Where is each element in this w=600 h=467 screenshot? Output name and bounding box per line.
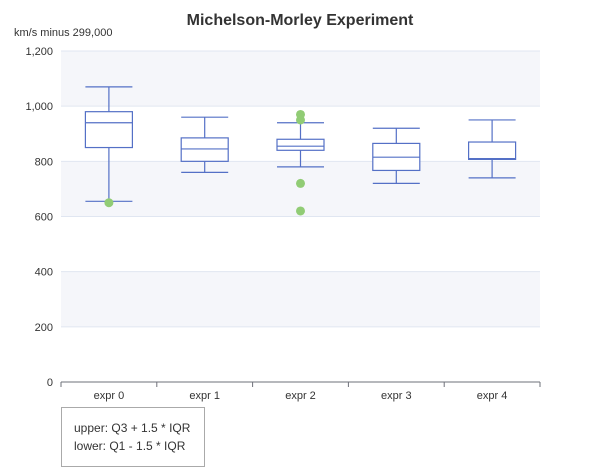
box-iqr: [84, 111, 134, 149]
box-expr-4: [468, 119, 517, 179]
box-expr-0: [84, 86, 134, 202]
y-tick-label: 800: [35, 156, 53, 168]
boxes: [84, 86, 517, 202]
x-tick-label: expr 1: [189, 390, 220, 402]
x-axis-tick-labels: expr 0 expr 1 expr 2 expr 3 expr 4: [94, 390, 508, 402]
box-expr-3: [372, 127, 421, 184]
outlier-point: [296, 206, 305, 216]
box-iqr: [180, 137, 229, 162]
box-iqr: [468, 141, 517, 161]
x-axis: [60, 381, 541, 387]
x-tick-label: expr 3: [381, 390, 412, 402]
background-band: [61, 271, 540, 327]
chart-title: Michelson-Morley Experiment: [187, 12, 414, 29]
outlier-point: [296, 115, 305, 125]
outliers: [104, 109, 305, 216]
legend-upper-text: upper: Q3 + 1.5 * IQR: [74, 421, 191, 435]
y-tick-label: 0: [47, 377, 53, 389]
outlier-point: [104, 198, 114, 208]
x-tick-label: expr 0: [94, 390, 125, 402]
x-tick-label: expr 4: [477, 390, 508, 402]
background-band: [61, 51, 540, 107]
legend-lower-text: lower: Q1 - 1.5 * IQR: [74, 439, 186, 453]
x-tick-label: expr 2: [285, 390, 316, 402]
chart: Michelson-Morley Experiment km/s minus 2…: [14, 12, 541, 402]
y-tick-label: 400: [35, 267, 53, 279]
y-tick-label: 1,200: [25, 46, 53, 58]
y-unit-label: km/s minus 299,000: [14, 27, 112, 39]
background-bands: [61, 51, 540, 327]
box-expr-1: [180, 116, 229, 173]
y-axis-tick-labels: 0 200 400 600 800 1,000 1,200: [25, 46, 53, 389]
y-tick-label: 200: [35, 322, 53, 334]
boxplot-chart: Michelson-Morley Experiment km/s minus 2…: [14, 12, 541, 402]
box-expr-2: [276, 122, 325, 168]
legend-box: upper: Q3 + 1.5 * IQR lower: Q1 - 1.5 * …: [61, 407, 205, 467]
box-iqr: [276, 138, 325, 151]
y-tick-label: 600: [35, 212, 53, 224]
y-tick-label: 1,000: [25, 101, 53, 113]
outlier-point: [296, 178, 305, 188]
